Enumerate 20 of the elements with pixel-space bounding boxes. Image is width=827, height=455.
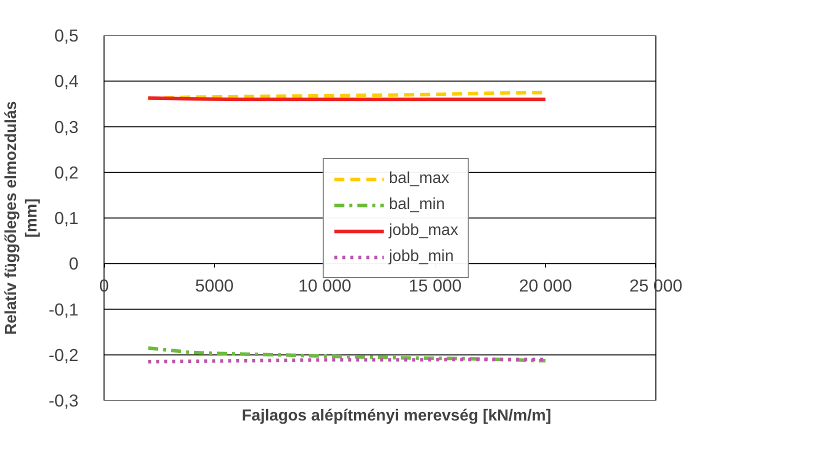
legend-label: bal_min [388,196,445,214]
x-tick-label: 20 000 [518,276,572,296]
y-tick-label: -0,2 [48,344,78,365]
y-tick-label: 0,1 [54,208,79,228]
legend-label: jobb_max [388,222,458,240]
y-tick-label: 0,4 [54,71,79,92]
y-tick-label: 0,3 [54,116,79,137]
legend-label: jobb_min [388,248,454,266]
y-tick-label: -0,1 [48,299,78,320]
x-tick-label: 15 000 [408,276,462,296]
x-axis-title: Fajlagos alépítményi merevség [kN/m/m] [242,408,552,424]
x-tick-label: 5000 [195,276,234,296]
x-tick-label: 10 000 [298,276,352,296]
y-tick-label: 0 [68,254,79,274]
line-series [146,346,548,363]
y-tick-label: -0,3 [48,390,78,410]
y-axis-title: Relatív függőleges elmozdulás [mm] [3,100,41,335]
y-tick-label: 0,5 [54,26,79,46]
legend-label: bal_max [388,170,450,188]
y-tick-label: 0,2 [54,162,79,182]
